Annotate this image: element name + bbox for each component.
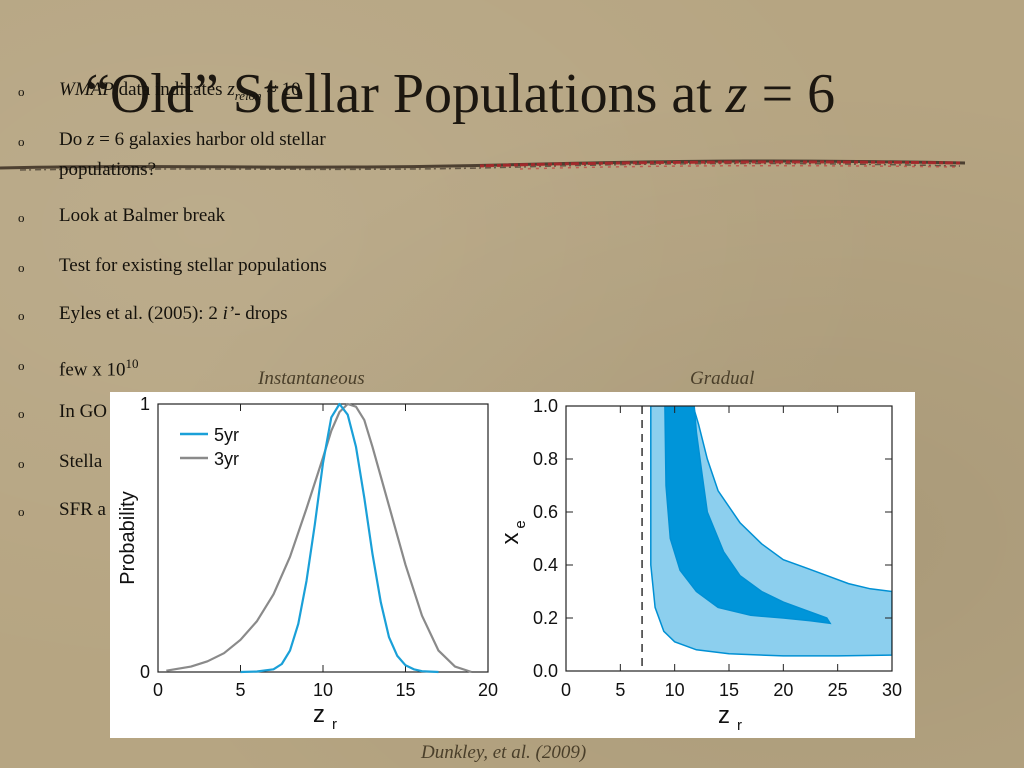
bullet-text-part: = 6 galaxies harbor old stellar [94, 129, 326, 150]
bullet-mark: o [18, 210, 25, 225]
bullet-mark: o [18, 308, 25, 323]
caption-gradual: Gradual [690, 368, 755, 389]
legend-label-3yr: 3yr [214, 449, 239, 469]
y-axis-label-right: x [497, 533, 524, 545]
bullet-text-part: data indicates [113, 79, 228, 100]
bullet-text-part: Test for existing stellar populations [59, 255, 327, 276]
title-suffix: = 6 [747, 63, 836, 125]
y-tick-label-right: 0.8 [533, 449, 558, 469]
bullet-text-italic: i’ [222, 303, 235, 324]
x-axis-sub-right: r [737, 717, 742, 734]
y-axis-label-left: Probability [117, 491, 139, 584]
bullet-text-part: few x 10 [59, 359, 126, 381]
bullet-subscript: reion [234, 87, 262, 103]
bullet-text-part: Do [59, 129, 87, 150]
legend-label-5yr: 5yr [214, 425, 239, 445]
x-tick-label-left: 5 [235, 680, 245, 700]
bullet-text-italic: z [86, 129, 95, 150]
title-variable: z [725, 63, 748, 125]
x-tick-label-right: 15 [719, 680, 739, 700]
series-line-3yr [166, 402, 472, 674]
bullet-mark: o [18, 406, 25, 421]
bullet-text-part: populations? [59, 159, 157, 180]
bullet-text-part: - drops [234, 303, 288, 324]
bullet-text-part: SFR a [59, 499, 106, 520]
bullet-mark: o [18, 260, 25, 275]
y-tick-label-left: 1 [140, 394, 150, 414]
bullet-text-part: Stella [59, 451, 103, 472]
bullet-mark: o [18, 358, 25, 373]
y-tick-label-right: 0.4 [533, 555, 558, 575]
x-tick-label-right: 20 [773, 680, 793, 700]
x-tick-label-right: 10 [665, 680, 685, 700]
y-tick-label-right: 0.2 [533, 608, 558, 628]
x-axis-label-left: z [313, 701, 325, 728]
x-tick-label-left: 10 [313, 680, 333, 700]
bullet-text: SFR a [59, 498, 106, 522]
figure-credit: Dunkley, et al. (2009) [421, 742, 587, 763]
x-axis-label-right: z [718, 702, 730, 729]
bullet-text: Do z = 6 galaxies harbor old stellar [59, 128, 326, 152]
figure-panel: 0 5 10 15 20 0 1 5yr 3yr z r Probability 0 5 10 15 20 25 3… [110, 392, 915, 738]
bullet-text: Test for existing stellar populations [59, 254, 327, 278]
bullet-text-part: In GO [59, 401, 108, 422]
bullet-mark: o [18, 134, 25, 149]
bullet-text: Look at Balmer break [59, 204, 225, 228]
bullet-text-italic: WMAP [59, 79, 114, 100]
bullet-text: populations? [59, 158, 156, 182]
confidence-region-68pct [664, 406, 832, 625]
bullet-mark: o [18, 504, 25, 519]
x-tick-label-right: 0 [561, 680, 571, 700]
bullet-text-part: ≈ 10 [261, 79, 301, 100]
bullet-text: In GO [59, 400, 107, 424]
plot-frame-left [157, 403, 489, 673]
bullet-text-part: Eyles et al. (2005): 2 [59, 303, 223, 324]
y-tick-label-right: 0.6 [533, 502, 558, 522]
y-tick-label-right: 1.0 [533, 396, 558, 416]
brush-stroke-divider [0, 159, 966, 171]
y-tick-label-right: 0.0 [533, 661, 558, 681]
x-axis-sub-left: r [332, 716, 337, 733]
x-tick-label-left: 20 [478, 680, 498, 700]
bullet-mark: o [18, 456, 25, 471]
x-tick-label-right: 30 [882, 680, 902, 700]
bullet-text: WMAP data indicates zreion ≈ 10 [59, 78, 301, 108]
bullet-text: Stella [59, 450, 102, 474]
bullet-superscript: 10 [125, 356, 139, 371]
bullet-text: few x 1010 [59, 352, 138, 382]
bullet-text-italic: z [227, 79, 235, 100]
title-prefix: “Old” Stellar Populations at [85, 63, 726, 125]
series-line-5yr [240, 402, 439, 674]
x-tick-label-right: 5 [615, 680, 625, 700]
y-tick-label-left: 0 [140, 662, 150, 682]
x-tick-label-left: 0 [153, 680, 163, 700]
slide-title: “Old” Stellar Populations at z = 6 [85, 62, 985, 126]
bullet-text: Eyles et al. (2005): 2 i’- drops [59, 302, 288, 326]
x-tick-label-right: 25 [828, 680, 848, 700]
x-tick-label-left: 15 [395, 680, 415, 700]
y-axis-sub-right: e [512, 520, 529, 528]
caption-instantaneous: Instantaneous [258, 368, 365, 389]
bullet-mark: o [18, 84, 25, 99]
bullet-text-part: Look at Balmer break [59, 205, 226, 226]
